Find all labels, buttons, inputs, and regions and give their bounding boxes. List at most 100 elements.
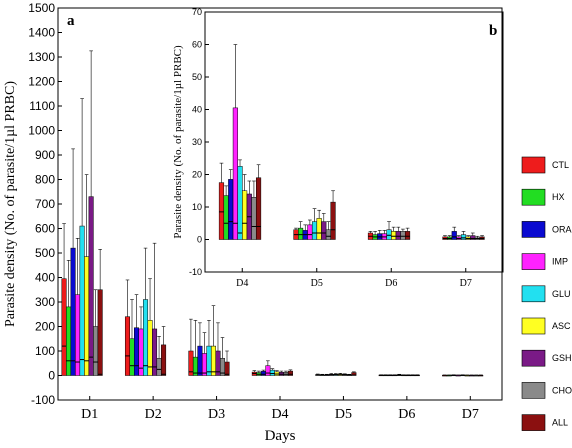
legend-swatch-glu [521,285,546,303]
legend-label-cho: CHO [552,385,572,395]
legend-swatch-cho [521,382,546,399]
main-bar-cho-d1 [93,326,99,376]
main-bar-imp-d4 [265,365,271,376]
legend-label-glu: GLU [552,289,571,299]
main-bar-glu-d2 [143,299,149,376]
inset-xtick-label: D5 [311,278,323,289]
main-bar-ctl-d2 [124,316,130,376]
inset-bar-ora-d4 [228,179,234,240]
main-bar-ora-d4 [260,371,266,376]
main-bar-all-d4 [287,370,293,376]
inset-bar-all-d6 [404,231,411,240]
inset-bar-cho-d5 [325,229,331,240]
main-ytick-label: 800 [35,173,55,187]
inset-bar-imp-d5 [307,224,313,240]
legend-swatch-all [521,414,546,431]
inset-ytick-label: 40 [192,105,202,115]
inset-bar-gsh-d5 [321,221,327,240]
inset-ytick-label: 60 [192,40,202,50]
main-xtick-label: D6 [398,407,415,422]
inset-ytick-label: 50 [192,72,202,82]
main-xtick-label: D2 [145,407,162,422]
main-bar-glu-d4 [269,369,275,376]
main-ytick-label: 1200 [28,75,55,89]
inset-ytick-label: 70 [192,7,202,17]
legend-swatch-asc [521,317,546,335]
inset-panel-label: b [489,23,497,39]
main-bar-ora-d1 [70,247,76,376]
legend-swatch-ctl [521,156,546,174]
inset-bar-glu-d5 [311,221,318,240]
inset-bar-glu-d6 [386,229,392,240]
legend-label-ora: ORA [552,224,572,234]
legend-swatch-hx [521,188,546,206]
inset-bar-asc-d5 [316,218,322,240]
main-bar-asc-d1 [84,256,90,376]
legend-label-ctl: CTL [552,160,569,170]
legend-swatch-imp [521,253,546,270]
main-bar-gsh-d1 [88,196,94,376]
legend: CTL HX ORA IMP GLU ASC GSH CHO ALL [521,156,572,431]
inset-bar-asc-d6 [391,231,397,240]
inset-xtick-label: D7 [460,278,472,289]
main-bar-asc-d3 [210,345,216,376]
inset-bar-all-d4 [255,177,262,240]
main-ytick-label: 200 [35,320,55,334]
main-ytick-label: 1500 [28,1,55,15]
main-bar-glu-d1 [79,225,85,376]
main-bar-gsh-d2 [152,328,158,376]
legend-label-gsh: GSH [552,353,572,363]
main-xtick-label: D5 [335,407,352,422]
main-ytick-label: 1300 [28,50,55,64]
inset-ytick-label: 10 [192,202,202,212]
main-ylabel: Parasite density (No. of parasite/1µl PR… [3,81,18,327]
main-xtick-label: D7 [462,407,479,422]
main-ytick-label: 0 [48,369,55,383]
main-xtick-label: D4 [271,407,288,422]
main-bar-imp-d3 [201,353,207,376]
main-bar-all-d3 [224,361,230,376]
main-ytick-label: 400 [35,271,55,285]
main-bar-ora-d2 [134,327,140,376]
main-xtick-label: D1 [81,407,98,422]
inset-bar-cho-d4 [251,197,257,240]
main-xtick-label: D3 [208,407,225,422]
main-ytick-label: 600 [35,222,55,236]
legend-swatch-gsh [521,349,546,367]
legend-swatch-ora [521,221,546,238]
main-ytick-label: -100 [31,393,55,407]
legend-label-hx: HX [552,192,565,202]
inset-ylabel: Parasite density (No. of parasite/1µl PR… [172,45,184,239]
main-plot: -100010020030040050060070080090010001100… [3,1,503,444]
main-ytick-label: 1400 [28,26,55,40]
main-bar-cho-d2 [156,358,162,376]
inset-ytick-label: 30 [192,137,202,147]
inset-bar-glu-d7 [460,234,467,240]
inset-bar-hx-d5 [298,227,304,240]
inset-xtick-label: D6 [385,278,397,289]
inset-bar-asc-d4 [242,190,248,240]
inset-ytick-label: 0 [197,235,202,245]
inset-bar-gsh-d6 [395,231,401,240]
main-ytick-label: 300 [35,295,55,309]
legend-label-all: ALL [552,418,568,428]
main-bar-ctl-d1 [61,278,67,376]
main-frame [57,7,503,401]
main-bar-ora-d3 [197,345,203,376]
inset-bar-ora-d7 [451,231,457,240]
inset-bar-imp-d4 [232,107,238,240]
main-ytick-label: 500 [35,246,55,260]
main-bar-glu-d3 [206,345,212,376]
main-ytick-label: 700 [35,197,55,211]
main-bar-hx-d2 [129,338,135,376]
main-ytick-label: 1000 [28,124,55,138]
main-panel-label: a [67,13,75,29]
inset-bar-glu-d4 [237,166,243,240]
main-xlabel: Days [265,428,296,444]
main-ytick-label: 100 [35,344,55,358]
inset-bar-all-d5 [330,201,336,240]
inset-xtick-label: D4 [236,278,248,289]
inset-bar-cho-d6 [400,231,406,240]
main-bar-hx-d1 [66,306,72,376]
legend-label-imp: IMP [552,257,568,267]
